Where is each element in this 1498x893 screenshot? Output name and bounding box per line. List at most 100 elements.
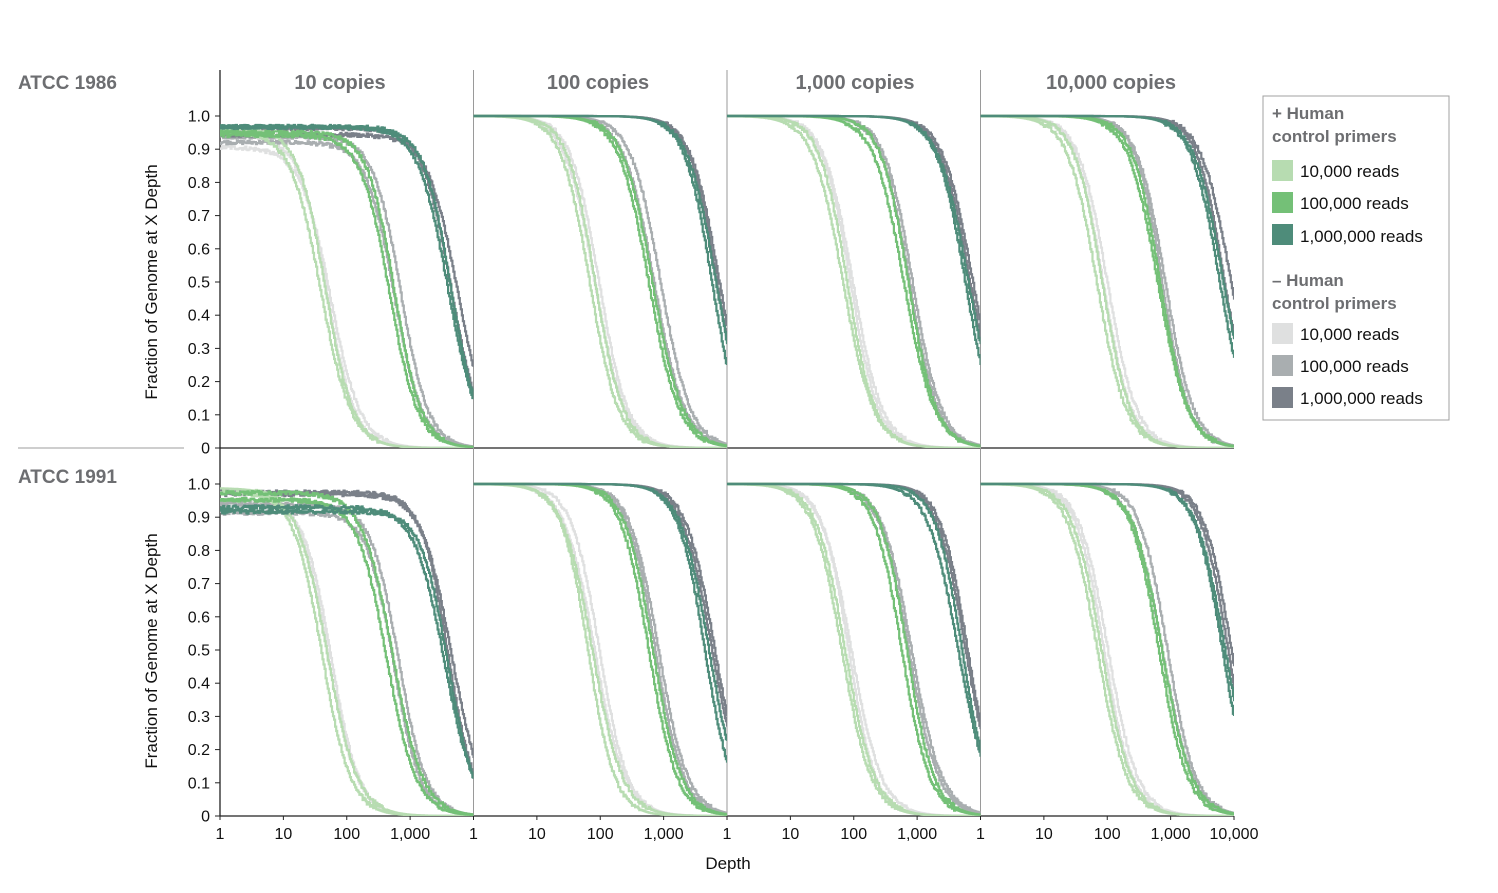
y-tick-label: 0.6: [188, 609, 210, 626]
y-tick-label: 0.3: [188, 709, 210, 726]
x-tick-label: 100: [587, 826, 614, 843]
curves-layer: [220, 114, 1234, 816]
x-tick-label: 100: [1094, 826, 1121, 843]
coverage-curve: [980, 482, 1234, 689]
coverage-curve: [980, 114, 1234, 340]
legend-swatch-minus-10000: [1272, 323, 1293, 344]
y-tick-label: 0.6: [188, 241, 210, 258]
y-tick-label: 0: [201, 441, 210, 458]
legend-label-minus-1000000: 1,000,000 reads: [1300, 389, 1423, 408]
x-tick-label: 1: [723, 826, 732, 843]
y-tick-label: 0: [201, 809, 210, 826]
coverage-curve: [473, 482, 727, 741]
x-tick-label: 10: [1035, 826, 1053, 843]
coverage-curve: [220, 508, 474, 776]
coverage-curve: [980, 114, 1234, 300]
coverage-curve: [220, 124, 474, 400]
x-tick-label: 1,000: [390, 826, 430, 843]
y-tick-label: 0.5: [188, 643, 210, 660]
y-tick-label: 0.3: [188, 341, 210, 358]
panel-curves: [980, 114, 1234, 448]
y-tick-label: 0.7: [188, 576, 210, 593]
coverage-curve: [220, 496, 474, 816]
coverage-curve: [220, 129, 474, 448]
y-tick-label: 0.9: [188, 510, 210, 527]
coverage-curve: [980, 115, 1234, 448]
coverage-curve: [220, 131, 474, 367]
legend-label-plus-10000: 10,000 reads: [1300, 162, 1399, 181]
coverage-curve: [220, 489, 474, 816]
coverage-curve: [220, 125, 474, 396]
coverage-curve: [980, 483, 1234, 816]
coverage-curve: [220, 504, 474, 779]
coverage-curve: [220, 129, 474, 448]
coverage-curve: [473, 114, 727, 345]
coverage-curve: [473, 115, 727, 448]
x-tick-label: 10: [528, 826, 546, 843]
y-tick-label: 0.4: [188, 308, 210, 325]
y-axis-title-bottom: Fraction of Genome at X Depth: [142, 533, 161, 768]
y-tick-label: 0.9: [188, 142, 210, 159]
x-tick-label: 1: [216, 826, 225, 843]
x-tick-label: 100: [333, 826, 360, 843]
legend-box: [1262, 95, 1450, 421]
legend-plus-heading-line2: control primers: [1272, 127, 1397, 146]
panel-curves: [473, 114, 727, 448]
y-tick-label: 0.2: [188, 374, 210, 391]
coverage-curve: [220, 489, 474, 816]
legend-plus-heading-line1: + Human: [1272, 104, 1344, 123]
panel-curves: [727, 114, 981, 448]
x-tick-label: 1: [469, 826, 478, 843]
x-tick-label: 10,000: [1210, 826, 1259, 843]
x-tick-label: 1,000: [644, 826, 684, 843]
panel-curves: [220, 123, 474, 448]
column-title-10000-copies: 10,000 copies: [1046, 72, 1176, 94]
legend-swatch-plus-1000000: [1272, 224, 1293, 245]
panel-curves: [727, 482, 981, 816]
coverage-curve: [980, 482, 1234, 702]
x-tick-label: 1: [976, 826, 985, 843]
x-tick-label: 10: [274, 826, 292, 843]
y-tick-label: 0.5: [188, 275, 210, 292]
coverage-curve: [727, 483, 981, 816]
y-tick-label: 0.2: [188, 742, 210, 759]
y-tick-label: 0.7: [188, 208, 210, 225]
legend: + Human control primers 10,000 reads 100…: [1262, 95, 1450, 421]
legend-swatch-minus-1000000: [1272, 387, 1293, 408]
legend-swatch-minus-100000: [1272, 355, 1293, 376]
column-title-10-copies: 10 copies: [294, 72, 385, 94]
y-tick-label: 0.4: [188, 676, 210, 693]
coverage-curve: [980, 483, 1234, 816]
y-tick-label: 0.1: [188, 407, 210, 424]
column-title-100-copies: 100 copies: [547, 72, 649, 94]
y-tick-label: 1.0: [188, 477, 210, 494]
x-tick-label: 100: [840, 826, 867, 843]
coverage-curve: [220, 132, 474, 448]
legend-label-plus-1000000: 1,000,000 reads: [1300, 227, 1423, 246]
panel-curves: [220, 487, 474, 816]
coverage-curve: [220, 491, 474, 758]
legend-label-minus-10000: 10,000 reads: [1300, 325, 1399, 344]
y-tick-label: 0.1: [188, 775, 210, 792]
coverage-curve: [473, 483, 727, 816]
y-tick-label: 0.8: [188, 543, 210, 560]
panel-curves: [980, 482, 1234, 816]
legend-minus-heading-line2: control primers: [1272, 294, 1397, 313]
row-label-atcc-1986: ATCC 1986: [18, 73, 117, 94]
x-tick-label: 1,000: [1151, 826, 1191, 843]
legend-label-plus-100000: 100,000 reads: [1300, 194, 1409, 213]
y-tick-label: 1.0: [188, 109, 210, 126]
x-tick-label: 1,000: [897, 826, 937, 843]
row-label-atcc-1991: ATCC 1991: [18, 467, 117, 488]
y-axis-title-top: Fraction of Genome at X Depth: [142, 164, 161, 399]
x-tick-label: 10: [781, 826, 799, 843]
coverage-curve: [727, 115, 981, 448]
y-tick-label: 0.8: [188, 175, 210, 192]
coverage-curve: [727, 114, 981, 345]
column-title-1000-copies: 1,000 copies: [796, 72, 915, 94]
legend-minus-heading-line1: – Human: [1272, 271, 1344, 290]
coverage-curve: [727, 482, 981, 751]
panel-curves: [473, 482, 727, 816]
legend-swatch-plus-10000: [1272, 160, 1293, 181]
